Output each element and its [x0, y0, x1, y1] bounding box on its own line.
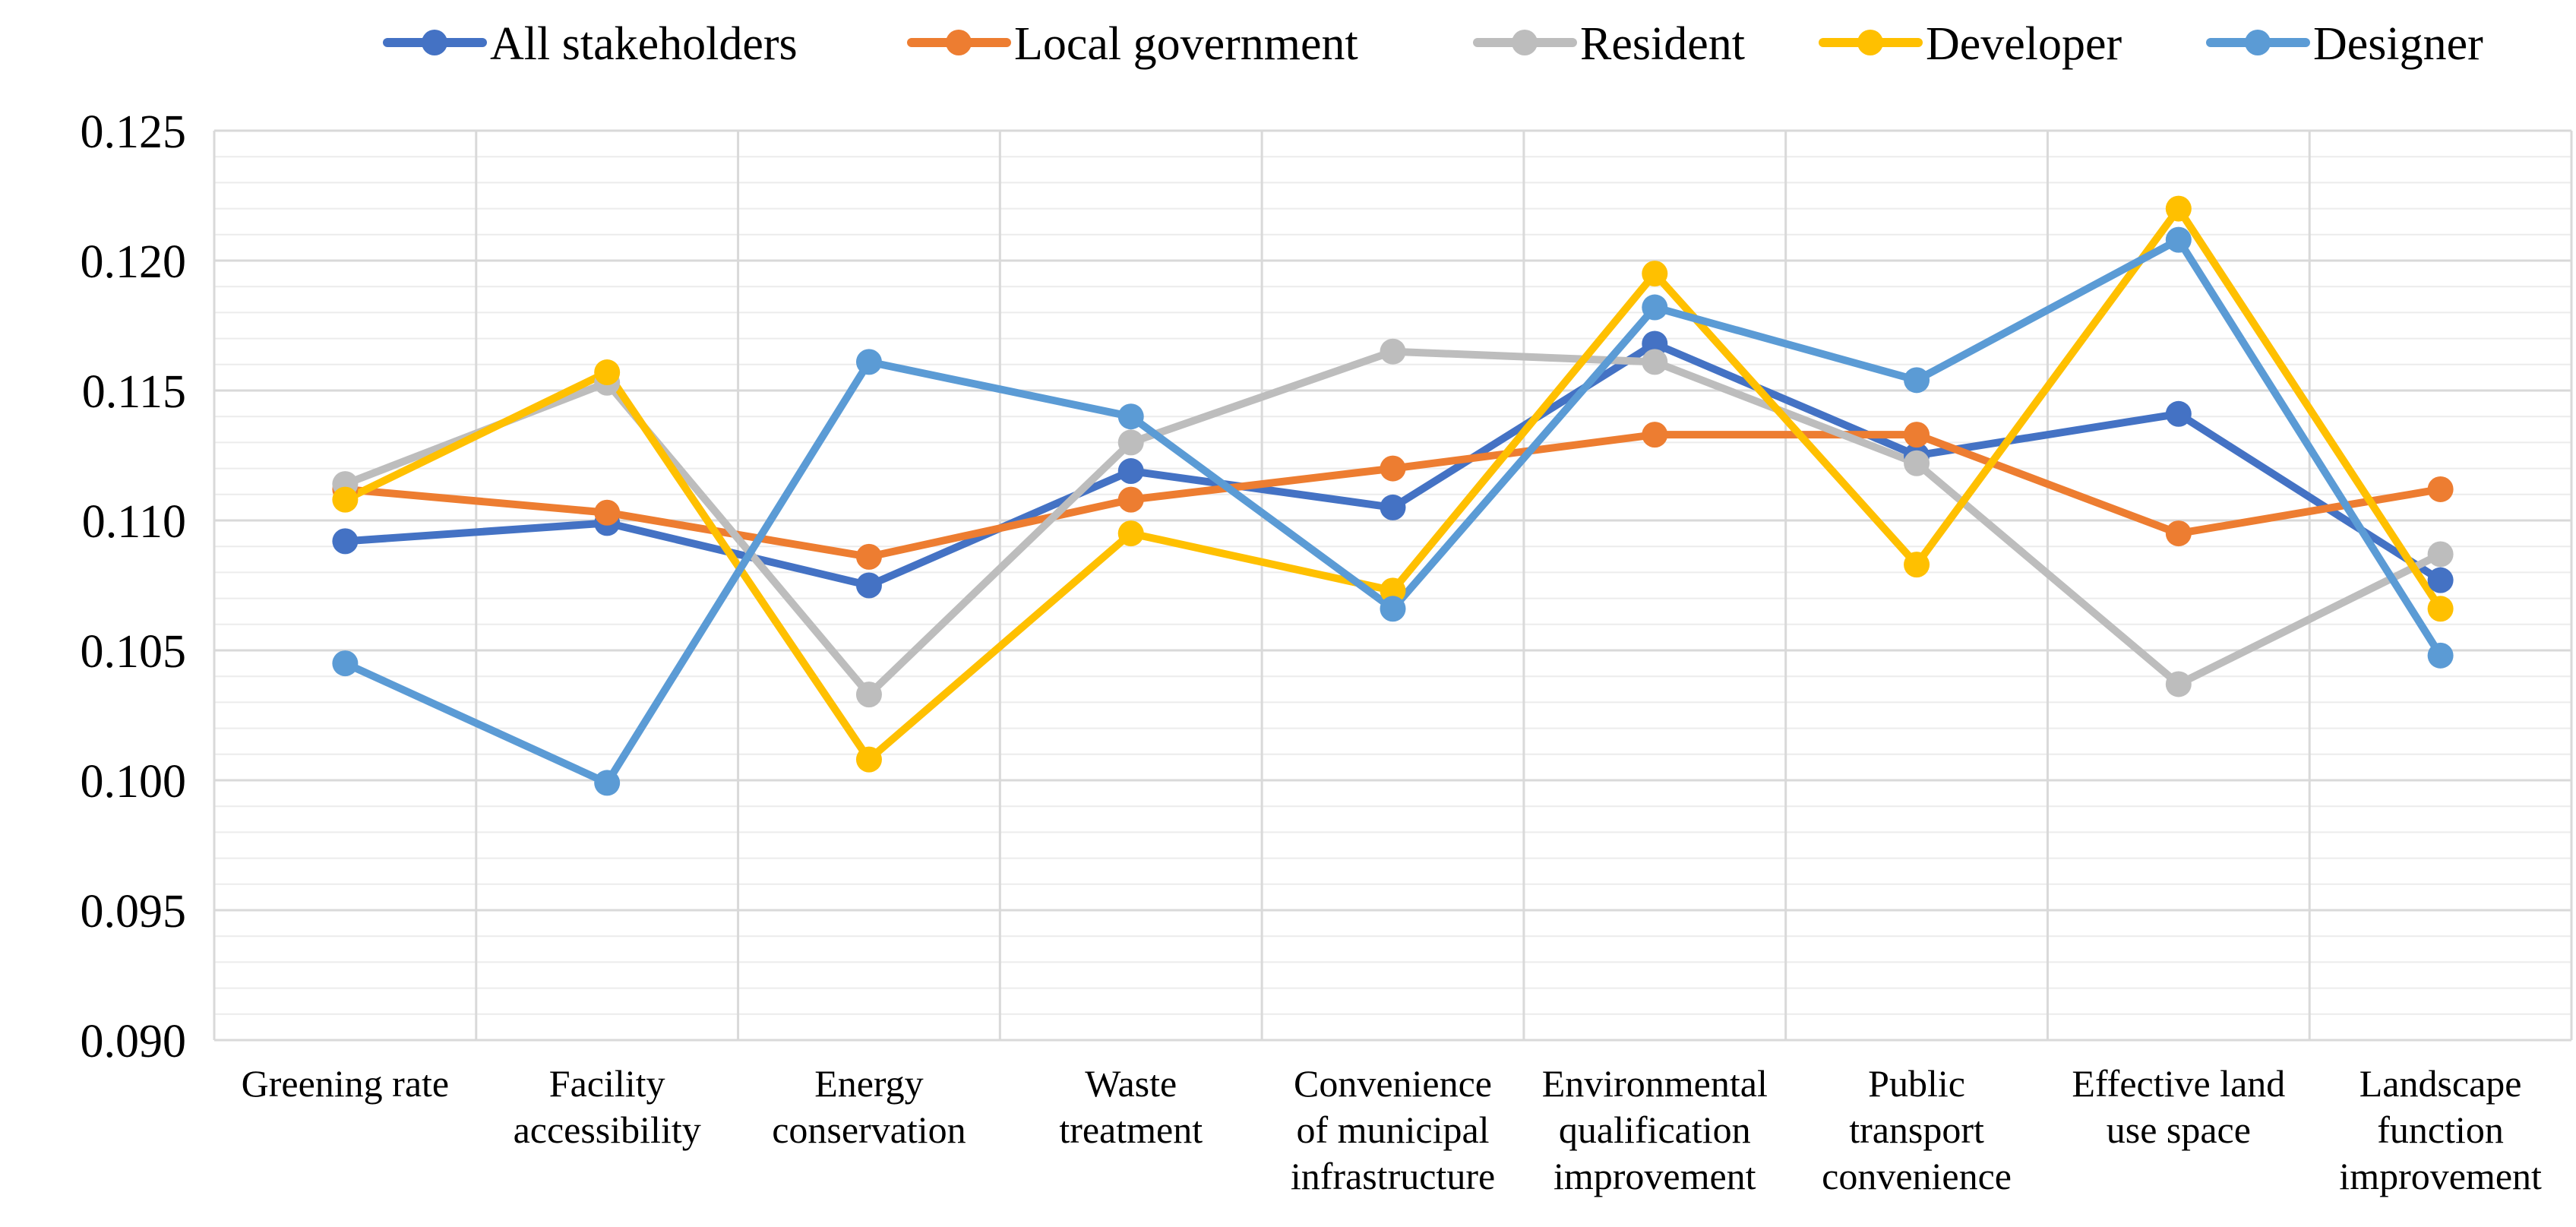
data-point-local-government — [594, 499, 621, 526]
legend: All stakeholders Local government Resident… — [383, 18, 2483, 70]
y-tick-label: 0.110 — [82, 496, 186, 548]
x-tick-label: Environmental qualification improvement — [1542, 1062, 1768, 1197]
legend-marker — [422, 30, 447, 55]
x-tick-label: Effective land use space — [2072, 1062, 2285, 1151]
legend-item-developer: Developer — [1819, 18, 2122, 70]
data-point-designer — [594, 770, 621, 796]
data-point-designer — [2165, 226, 2192, 253]
data-point-developer — [1117, 520, 1144, 547]
data-point-local-government — [1904, 422, 1930, 448]
y-tick-label: 0.105 — [81, 626, 187, 678]
legend-item-designer: Designer — [2206, 18, 2483, 70]
x-tick-label: Energy conservation — [772, 1062, 966, 1151]
legend-label: Local government — [1014, 18, 1358, 70]
data-point-resident — [855, 681, 882, 708]
legend-marker — [2245, 30, 2271, 55]
legend-item-all-stakeholders: All stakeholders — [383, 18, 798, 70]
y-axis-tick-labels: 0.090 0.095 0.100 0.105 0.110 0.115 0.120 0.125 — [81, 106, 187, 1067]
legend-marker — [946, 30, 972, 55]
legend-label: All stakeholders — [490, 18, 798, 70]
data-point-developer — [1904, 552, 1930, 578]
data-point-local-government — [1117, 486, 1144, 513]
data-point-designer — [2427, 642, 2454, 669]
data-point-all-stakeholders — [2427, 567, 2454, 593]
legend-label: Resident — [1580, 18, 1745, 70]
data-point-all-stakeholders — [2165, 400, 2192, 427]
x-tick-label: Waste treatment — [1059, 1062, 1203, 1151]
y-tick-label: 0.100 — [81, 756, 187, 808]
data-point-designer — [855, 349, 882, 375]
data-point-designer — [1642, 294, 1668, 321]
data-point-all-stakeholders — [1380, 494, 1406, 520]
legend-item-resident: Resident — [1473, 18, 1745, 70]
x-tick-label: Convenience of municipal infrastructure — [1291, 1062, 1495, 1197]
data-point-resident — [1380, 338, 1406, 365]
data-point-all-stakeholders — [332, 528, 359, 555]
data-point-developer — [1642, 261, 1668, 287]
y-tick-label: 0.125 — [81, 106, 187, 158]
x-tick-label: Greening rate — [242, 1062, 449, 1105]
data-point-developer — [2427, 596, 2454, 622]
data-point-developer — [594, 359, 621, 386]
data-point-local-government — [2427, 476, 2454, 502]
legend-label: Developer — [1926, 18, 2122, 70]
data-point-designer — [332, 650, 359, 677]
data-point-local-government — [1642, 422, 1668, 448]
y-tick-label: 0.120 — [81, 236, 187, 288]
y-tick-label: 0.115 — [82, 366, 186, 418]
x-axis-tick-labels: Greening rate Facility accessibility Energy… — [242, 1062, 2542, 1197]
data-point-all-stakeholders — [1642, 330, 1668, 357]
data-point-resident — [1904, 450, 1930, 476]
data-point-developer — [332, 486, 359, 513]
data-point-all-stakeholders — [855, 572, 882, 599]
legend-marker — [1512, 30, 1538, 55]
x-tick-label: Facility accessibility — [514, 1062, 701, 1151]
data-point-developer — [855, 746, 882, 773]
legend-label: Designer — [2313, 18, 2483, 70]
legend-marker — [1857, 30, 1883, 55]
data-point-local-government — [855, 543, 882, 570]
series-points — [332, 195, 2454, 796]
y-tick-label: 0.090 — [81, 1016, 187, 1067]
legend-item-local-government: Local government — [907, 18, 1358, 70]
data-point-designer — [1380, 596, 1406, 622]
data-point-local-government — [1380, 455, 1406, 482]
data-point-developer — [1380, 577, 1406, 604]
data-point-designer — [1904, 367, 1930, 394]
data-point-resident — [2427, 541, 2454, 568]
data-point-designer — [1117, 403, 1144, 430]
data-point-resident — [1117, 429, 1144, 456]
x-tick-label: Public transport convenience — [1822, 1062, 2012, 1197]
data-point-resident — [2165, 671, 2192, 697]
data-point-developer — [2165, 195, 2192, 222]
data-point-resident — [1642, 349, 1668, 375]
x-tick-label: Landscape function improvement — [2339, 1062, 2542, 1197]
y-tick-label: 0.095 — [81, 886, 187, 938]
data-point-local-government — [2165, 520, 2192, 547]
data-point-all-stakeholders — [1117, 458, 1144, 485]
